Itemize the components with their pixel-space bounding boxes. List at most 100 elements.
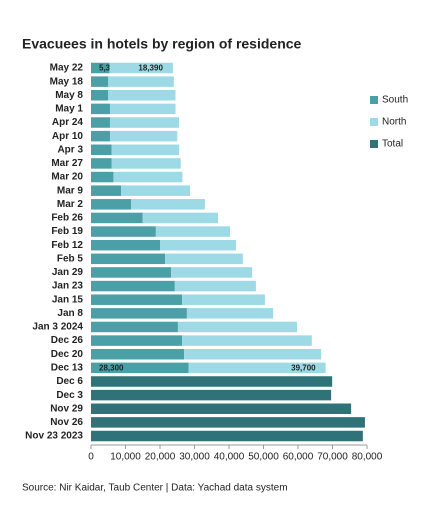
legend-swatch (370, 118, 378, 126)
bar-segment (91, 362, 189, 374)
bar-segment (111, 144, 179, 156)
y-tick-label: Mar 9 (57, 185, 84, 196)
bar-segment (121, 185, 191, 196)
x-tick-label: 40,000 (214, 452, 245, 463)
bar-segment (91, 212, 143, 224)
y-tick-label: Feb 5 (57, 253, 84, 264)
y-tick-label: Feb 19 (51, 226, 83, 237)
bar-segment (182, 294, 265, 305)
bar-segment (91, 403, 352, 414)
bar-segment (177, 321, 297, 333)
x-tick-label: 20,000 (145, 452, 176, 463)
y-tick-label: Mar 27 (51, 158, 83, 169)
legend-swatch (370, 96, 378, 104)
y-tick-label: Jan 15 (52, 294, 84, 305)
y-tick-label: Dec 20 (51, 349, 84, 360)
bar-segment (91, 335, 183, 346)
legend-label: Total (382, 139, 403, 150)
y-tick-label: Mar 2 (57, 199, 84, 210)
bar-segment (165, 253, 243, 265)
value-label: 18,390 (138, 64, 163, 73)
x-tick-label: 50,000 (248, 452, 279, 463)
y-tick-label: May 8 (55, 90, 83, 101)
x-tick-label: 60,000 (283, 452, 314, 463)
bar-segment (91, 158, 112, 169)
y-tick-label: Dec 6 (56, 376, 83, 387)
bar-segment (91, 171, 114, 183)
legend-label: South (382, 95, 408, 106)
y-tick-label: Nov 23 2023 (25, 431, 83, 442)
value-label: 28,300 (99, 363, 124, 372)
bar-segment (91, 417, 365, 428)
bar-segment (113, 171, 183, 183)
bar-segment (155, 226, 231, 237)
bar-segment (182, 335, 312, 346)
x-tick-label: 30,000 (179, 452, 210, 463)
bar-segment (186, 308, 274, 319)
bar-segment (91, 76, 109, 87)
bar-segment (188, 362, 326, 374)
bar-segment (91, 130, 110, 142)
bar-segment (142, 212, 218, 224)
bar-segment (109, 117, 179, 128)
bar-segment (184, 348, 322, 360)
bar-segment (91, 199, 132, 210)
bar-segment (91, 321, 178, 333)
value-label: 5,350 (99, 64, 120, 73)
bar-segment (131, 199, 205, 210)
y-tick-label: Jan 29 (52, 267, 84, 278)
bar-segment (91, 253, 166, 265)
bar-segment (108, 76, 174, 87)
bar-segment (91, 226, 156, 237)
y-tick-label: Feb 26 (51, 213, 83, 224)
bar-segment (91, 144, 112, 156)
y-tick-label: Dec 26 (51, 335, 84, 346)
bar-segment (91, 267, 172, 278)
legend-swatch (370, 140, 378, 148)
x-tick-label: 10,000 (110, 452, 141, 463)
x-tick-label: 70,000 (317, 452, 348, 463)
y-tick-label: Nov 26 (50, 417, 83, 428)
bar-segment (91, 280, 175, 292)
bar-segment (91, 185, 122, 196)
bar-segment (109, 130, 178, 142)
bar-segment (91, 430, 363, 442)
value-label: 39,700 (291, 363, 316, 372)
bar-segment (91, 308, 187, 319)
y-tick-label: May 1 (55, 104, 83, 115)
legend-label: North (382, 117, 406, 128)
bar-segment (91, 62, 110, 74)
y-tick-label: Jan 8 (57, 308, 83, 319)
bar-segment (91, 117, 110, 128)
y-tick-label: Feb 12 (51, 240, 83, 251)
bar-segment (160, 239, 236, 251)
bar-segment (91, 376, 333, 387)
y-tick-label: Apr 24 (52, 117, 84, 128)
bar-segment (171, 267, 253, 278)
bar-segment (111, 158, 181, 169)
y-tick-label: Mar 20 (51, 172, 83, 183)
y-tick-label: Apr 10 (52, 131, 84, 142)
bar-segment (91, 389, 332, 401)
source: Source: Nir Kaidar, Taub Center | Data: … (22, 483, 288, 494)
x-tick-label: 0 (88, 452, 94, 463)
bar-segment (109, 62, 173, 74)
y-tick-label: Dec 13 (51, 363, 84, 374)
bar-segment (91, 348, 185, 360)
y-tick-label: Apr 3 (57, 144, 83, 155)
bar-segment (174, 280, 256, 292)
bar-segment (91, 294, 183, 305)
y-tick-label: Dec 3 (56, 390, 83, 401)
bar-segment (91, 90, 109, 101)
bar-segment (91, 239, 160, 251)
chart-title: Evacuees in hotels by region of residenc… (22, 36, 302, 52)
y-tick-label: Nov 29 (50, 403, 83, 414)
bar-segment (108, 90, 176, 101)
y-tick-label: Jan 3 2024 (32, 322, 83, 333)
y-tick-label: Jan 23 (52, 281, 84, 292)
bar-segment (91, 103, 110, 115)
y-tick-label: May 22 (50, 63, 84, 74)
x-tick-label: 80,000 (352, 452, 383, 463)
bar-segment (109, 103, 176, 115)
